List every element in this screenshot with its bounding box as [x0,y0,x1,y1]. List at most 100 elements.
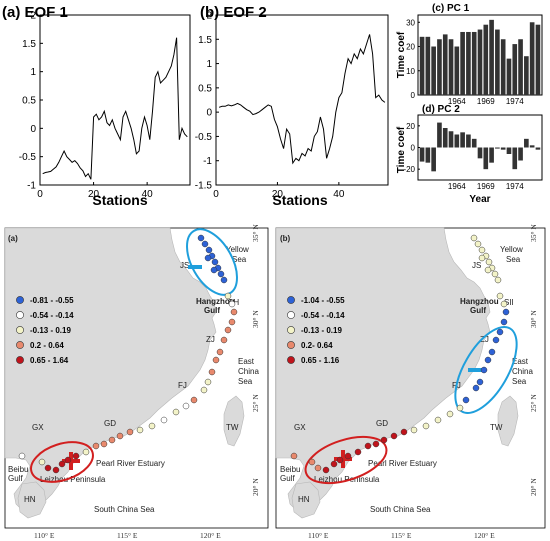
map-a-hangzhou-line2: Gulf [204,306,220,315]
map-b-station-marker [480,366,488,374]
map-a-station-marker [197,234,205,242]
map-a-station-marker [92,442,100,450]
map-a-station-marker [52,466,60,474]
map-a-station-marker [220,276,228,284]
eof1-x-ticks: 0 20 40 [37,182,153,200]
map-b-station-marker [314,464,322,472]
map-b-hn: HN [298,495,310,504]
pc1-bar [471,31,477,95]
eof1-panel: (a) EOF 1 -1 -0.5 0 0.5 1 1.5 2 0 20 40 Stations [2,4,191,208]
map-b-lon-110: 110° E [308,531,329,540]
pc2-bar [529,145,535,148]
map-b-station-marker [462,396,470,404]
map-b-station-marker [485,258,493,266]
eof1-x-tick-label: 40 [142,189,154,200]
pc1-bar [477,29,483,95]
pc2-x-tick-label: 1964 [448,182,466,191]
map-a-station-marker [148,422,156,430]
pc2-x-tick-label: 1974 [506,182,524,191]
map-b-station-marker [488,348,496,356]
eof2-y-tick-label: -1.5 [195,181,213,192]
pc1-y-tick-label: 10 [406,67,415,76]
map-a-minus-sign [188,265,202,269]
map-a-station-marker [228,300,236,308]
eof1-y-tick-label: 2 [30,11,36,22]
map-a-lon-120: 120° E [200,531,221,540]
map-b-station-marker [492,336,500,344]
eof2-x-tick-label: 0 [213,189,219,200]
map-a-hn: HN [24,495,36,504]
map-b-lon-115: 115° E [391,531,412,540]
map-a-leizhou: Leizhou Peninsula [40,475,106,484]
pc2-panel: (d) PC 2 Time coef -20 0 20 1964 1969 1974 Y… [396,104,543,205]
eof2-x-ticks: 0 20 40 [213,182,345,200]
map-a-station-marker [64,456,72,464]
eof2-y-tick-label: 0.5 [198,83,212,94]
pc1-bar [483,24,489,96]
pc2-bar [419,147,425,162]
eof2-series-line [218,34,386,165]
map-b-station-marker [364,442,372,450]
pc2-bar [524,138,529,148]
map-a-station-marker [160,416,168,424]
map-a-east-line3: Sea [238,377,253,386]
pc1-bar [425,36,431,95]
pc2-y-label: Time coef [396,126,407,173]
map-a-yellow-sea-line2: Sea [232,255,247,264]
eof2-y-tick-label: 1.5 [198,35,212,46]
map-a-station-marker [172,408,180,416]
pc1-y-tick-label: 30 [406,18,415,27]
map-a-hangzhou-line1: Hangzhou [196,297,235,306]
map-b-legend-label: -0.13 - 0.19 [301,326,342,335]
map-b-beibu-line1: Beibu [280,465,300,474]
pc2-bar [506,147,512,154]
eof2-axes-frame [215,14,389,186]
pc1-x-ticks: 1964 1969 1974 [448,97,524,106]
eof1-x-label: Stations [92,192,147,208]
map-a-lat-20: 20° N [251,478,260,496]
map-b-station-marker [496,292,504,300]
map-b-station-marker [478,254,486,262]
pc1-bar [419,36,425,95]
pc1-bar [535,24,541,96]
pc1-panel: (c) PC 1 Time coef 0 10 20 30 1964 1969 1974 [396,3,543,106]
map-a-station-marker [204,254,212,262]
map-a-station-marker [190,396,198,404]
map-a-pearl-river: Pearl River Estuary [96,459,165,468]
map-a-station-marker [18,452,26,460]
map-b-station-marker [502,308,510,316]
map-a-legend-swatch [16,341,24,349]
eof2-y-tick-label: -1 [203,156,212,167]
map-b-gx: GX [294,423,306,432]
map-b-legend: -1.04 - -0.55 -0.54 - -0.14 -0.13 - 0.19 0.… [287,296,345,365]
eof1-y-tick-label: -1 [27,181,36,192]
eof1-y-tick-label: -0.5 [19,152,37,163]
pc1-y-tick-label: 20 [406,43,415,52]
eof2-x-tick-label: 40 [333,189,345,200]
map-a-station-marker [72,452,80,460]
map-b-stations [290,234,510,474]
map-b-south-china-sea: South China Sea [370,505,431,514]
map-a-legend-swatch [16,326,24,334]
map-b-east-line2: China [512,367,533,376]
pc1-bar [500,39,506,95]
map-a-label: (a) [8,234,18,243]
pc1-bar [466,31,471,95]
pc1-bar [529,22,535,95]
eof2-y-tick-label: 2 [206,11,212,22]
map-a-zj: ZJ [206,335,215,344]
map-b-lat-25: 25° N [529,394,538,412]
map-b-station-marker [484,356,492,364]
map-a-lon-110: 110° E [34,531,55,540]
pc2-bar [471,138,477,148]
map-b-yellow-sea-line1: Yellow [500,245,523,254]
map-b-legend-label: -1.04 - -0.55 [301,296,345,305]
eof2-y-ticks: -1.5 -1 -0.5 0 0.5 1 1.5 2 [195,11,219,192]
map-b-lon-120: 120° E [474,531,495,540]
map-a-east-line2: China [238,367,259,376]
pc1-y-tick-label: 0 [411,91,416,100]
map-a-cluster-leizhou [30,441,94,483]
map-b-station-marker [446,410,454,418]
pc1-bars [419,19,541,96]
